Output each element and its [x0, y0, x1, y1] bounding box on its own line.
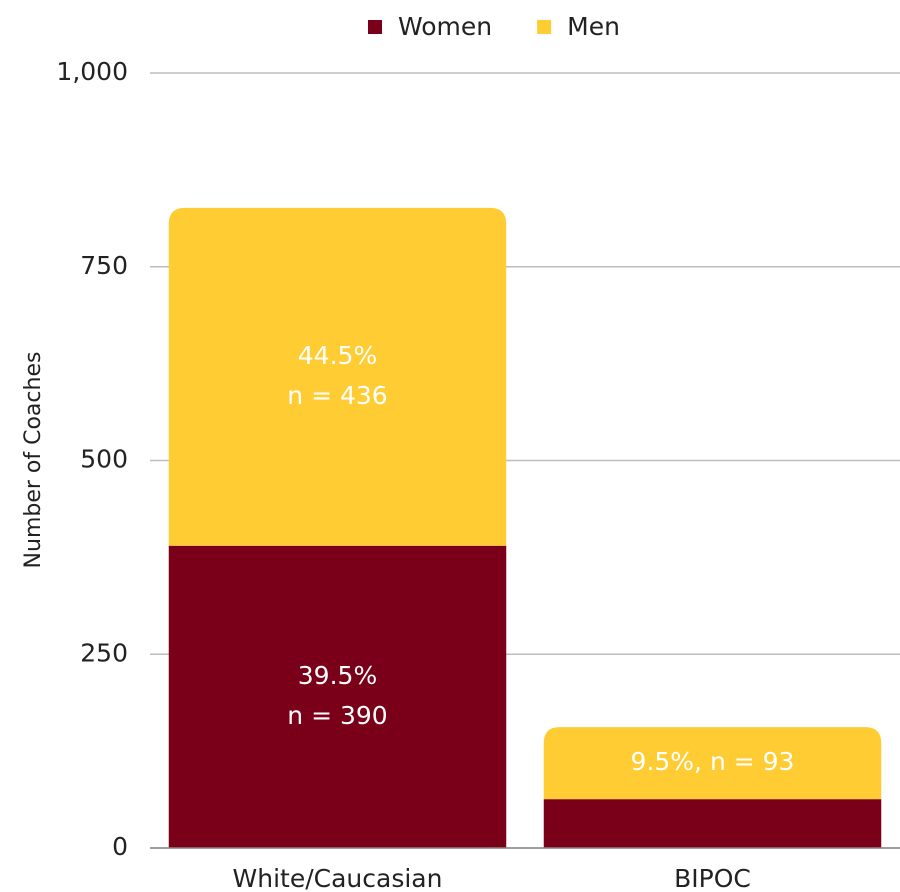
- x-tick-label: BIPOC: [674, 864, 751, 892]
- y-tick-label: 250: [80, 638, 128, 667]
- y-tick-label: 500: [80, 445, 128, 474]
- data-label: 9.5%, n = 93: [631, 747, 795, 776]
- y-axis-label: Number of Coaches: [21, 352, 46, 569]
- y-tick-label: 750: [80, 251, 128, 280]
- bar-segment: [543, 799, 882, 848]
- legend-swatch: [368, 20, 382, 34]
- y-tick-label: 1,000: [56, 57, 128, 86]
- x-tick-label: White/Caucasian: [233, 864, 443, 892]
- bar-segment: [543, 727, 882, 800]
- data-label: 44.5% n = 436: [287, 341, 387, 410]
- bar-segment: [168, 207, 507, 546]
- legend-swatch: [537, 20, 552, 34]
- data-label: 39.5% n = 390: [287, 661, 387, 730]
- y-tick-label: 0: [112, 832, 128, 861]
- legend-label: Men: [567, 12, 620, 41]
- legend-label: Women: [398, 12, 492, 41]
- bar-segment: [168, 545, 507, 848]
